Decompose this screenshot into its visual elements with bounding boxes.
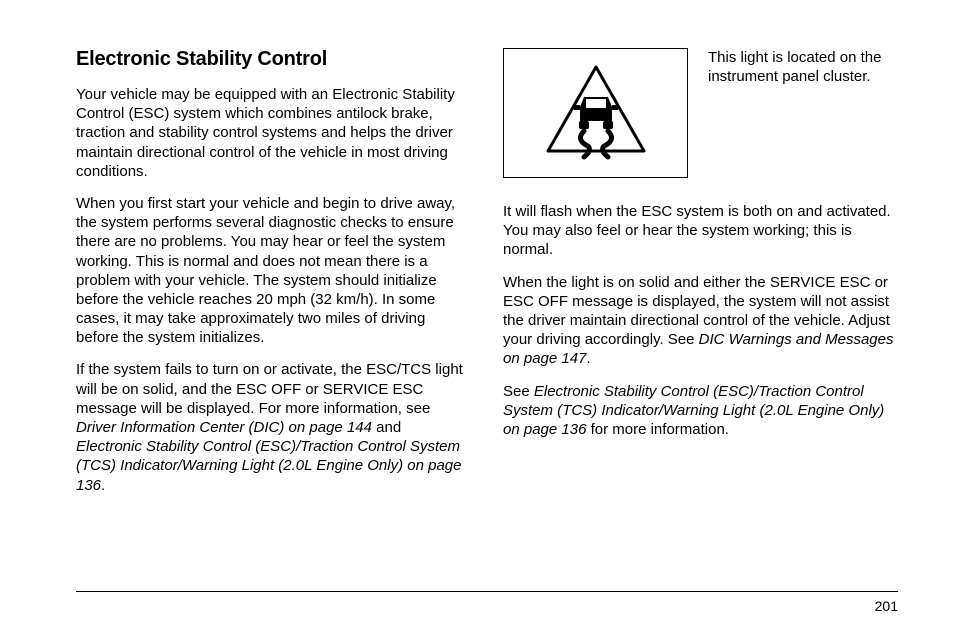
figure-caption: This light is located on the instrument … [708, 48, 898, 178]
figure-row: This light is located on the instrument … [503, 48, 898, 178]
text-fragment: for more information. [586, 421, 729, 438]
para-solid: When the light is on solid and either th… [503, 273, 898, 369]
text-fragment: See [503, 383, 534, 400]
text-fragment: and [372, 419, 401, 436]
section-heading: Electronic Stability Control [76, 48, 471, 71]
right-column: This light is located on the instrument … [503, 48, 898, 508]
text-fragment: If the system fails to turn on or activa… [76, 361, 463, 416]
para-fail: If the system fails to turn on or activa… [76, 360, 471, 494]
para-see: See Electronic Stability Control (ESC)/T… [503, 382, 898, 440]
left-column: Electronic Stability Control Your vehicl… [76, 48, 471, 508]
para-flash: It will flash when the ESC system is bot… [503, 202, 898, 260]
page-number: 201 [875, 598, 898, 614]
ref-esc-light: Electronic Stability Control (ESC)/Tract… [76, 438, 462, 493]
esc-warning-light-figure [503, 48, 688, 178]
para-intro: Your vehicle may be equipped with an Ele… [76, 85, 471, 181]
esc-skid-icon [536, 59, 656, 167]
text-fragment: . [586, 350, 590, 367]
ref-dic: Driver Information Center (DIC) on page … [76, 419, 372, 436]
footer-rule [76, 591, 898, 592]
text-fragment: . [101, 477, 105, 494]
para-startup: When you first start your vehicle and be… [76, 194, 471, 348]
page-content: Electronic Stability Control Your vehicl… [76, 48, 898, 508]
